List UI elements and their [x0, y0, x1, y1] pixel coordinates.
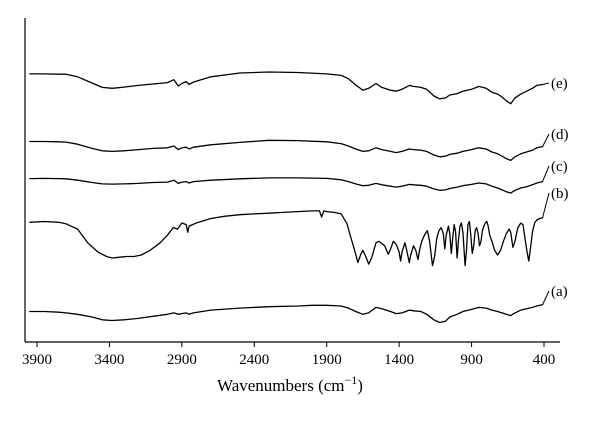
x-axis-ticks: 3900 3400 2900 2400 1900 1400 900 400	[22, 342, 555, 368]
x-tick-label: 2400	[239, 352, 269, 368]
x-tick-label: 2900	[167, 352, 197, 368]
spectrum-curves	[29, 71, 544, 324]
series-label-b: (b)	[551, 186, 569, 202]
x-axis-title-superscript: −1	[345, 373, 358, 387]
x-tick-label: 1900	[312, 352, 342, 368]
spectrum-line-e	[29, 71, 544, 105]
spectrum-line-c	[29, 177, 544, 194]
x-tick-label: 1400	[384, 352, 414, 368]
series-label-e: (e)	[551, 76, 568, 92]
series-label-leader	[542, 165, 550, 182]
x-tick-label: 900	[460, 352, 483, 368]
plot-area: 3900 3400 2900 2400 1900 1400 900 400 (e) (d) (c)…	[22, 18, 569, 368]
series-label-a: (a)	[551, 284, 568, 300]
x-tick-label: 3400	[94, 352, 124, 368]
series-label-d: (d)	[551, 127, 569, 143]
series-label-leader	[542, 82, 550, 85]
x-tick-label: 400	[533, 352, 556, 368]
x-axis-title-close: )	[357, 376, 363, 395]
series-label-leader	[542, 290, 550, 305]
spectrum-line-d	[29, 139, 544, 162]
x-tick-label: 3900	[22, 352, 52, 368]
series-label-leader	[542, 192, 550, 218]
series-label-c: (c)	[551, 159, 568, 175]
series-labels: (e) (d) (c) (b) (a)	[542, 76, 569, 305]
spectrum-line-b	[29, 210, 544, 267]
spectrum-line-a	[29, 303, 544, 324]
series-label-leader	[542, 133, 550, 147]
x-axis-title: Wavenumbers (cm−1)	[217, 373, 363, 395]
